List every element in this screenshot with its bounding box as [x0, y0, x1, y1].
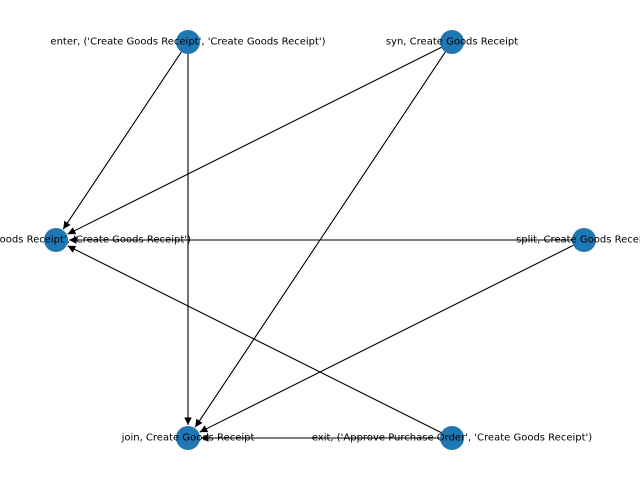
- edge-enter-to-loop: [62, 51, 182, 230]
- node-label-join: join, Create Goods Receipt: [121, 433, 255, 444]
- node-label-exit: exit, ('Approve Purchase Order', 'Create…: [312, 433, 592, 444]
- node-enter: [176, 30, 200, 54]
- edge-split-to-join: [199, 244, 574, 433]
- node-label-syn: syn, Create Goods Receipt: [386, 37, 518, 48]
- edge-exit-to-loop: [67, 245, 442, 434]
- labels-layer: enter, ('Create Goods Receipt', 'Create …: [0, 37, 640, 444]
- node-label-loop: loop, ('Create Goods Receipt', 'Create G…: [0, 235, 191, 246]
- node-label-split: split, Create Goods Receipt: [516, 235, 640, 246]
- edges-layer: [62, 46, 574, 442]
- node-join: [176, 426, 200, 450]
- node-exit: [440, 426, 464, 450]
- edge-syn-to-loop: [67, 46, 442, 235]
- node-split: [572, 228, 596, 252]
- node-loop: [44, 228, 68, 252]
- node-label-enter: enter, ('Create Goods Receipt', 'Create …: [50, 37, 325, 48]
- node-syn: [440, 30, 464, 54]
- nodes-layer: [44, 30, 596, 450]
